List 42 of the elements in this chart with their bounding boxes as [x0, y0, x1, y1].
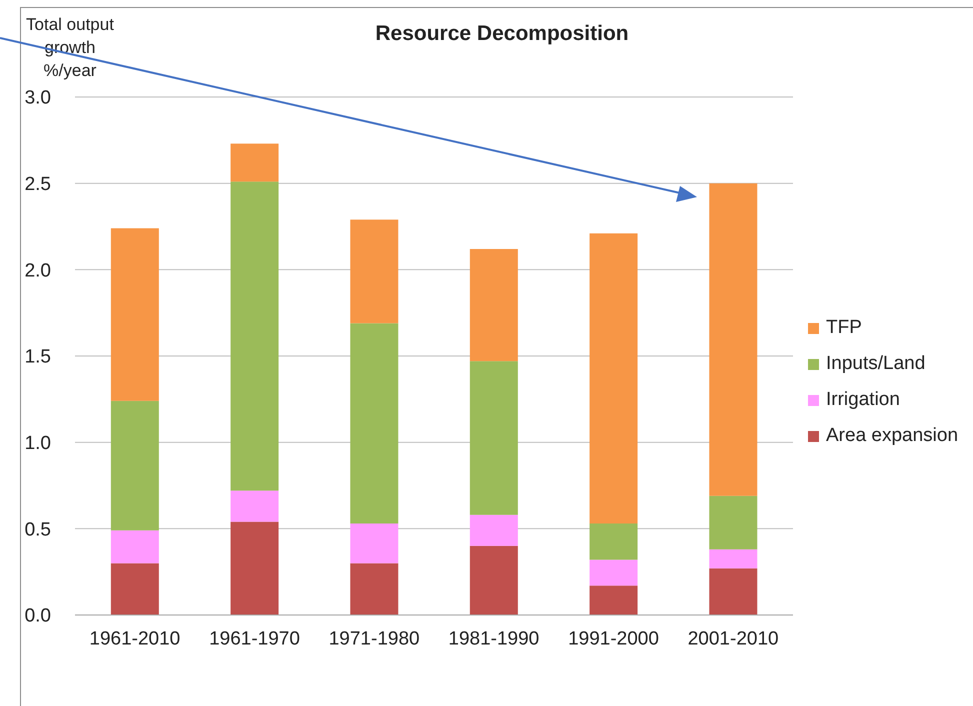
bar: [110, 563, 159, 615]
y-tick-label: 2.0: [24, 260, 51, 282]
bar: [230, 522, 279, 615]
x-tick-label: 2001-2010: [688, 628, 779, 650]
legend-label: Area expansion: [826, 425, 958, 446]
y-tick-label: 0.0: [24, 606, 51, 627]
bar: [590, 560, 638, 586]
legend-label: TFP: [826, 317, 862, 338]
bar: [470, 248, 518, 362]
bar: [110, 228, 159, 401]
bar: [590, 523, 638, 560]
bar: [470, 546, 518, 615]
bar: [590, 233, 638, 524]
bar: [709, 568, 758, 615]
legend-label: Inputs/Land: [826, 353, 926, 374]
bar: [590, 586, 638, 615]
bar: [709, 549, 758, 568]
bar: [230, 144, 279, 182]
y-tick-label: 1.0: [24, 433, 51, 454]
bar: [350, 563, 398, 615]
x-tick-label: 1961-1970: [209, 628, 300, 650]
y-tick-label: 3.0: [24, 88, 51, 109]
x-tick-label: 1961-2010: [89, 628, 180, 650]
bar: [709, 183, 758, 496]
legend-label: Irrigation: [826, 389, 900, 410]
bar: [350, 323, 398, 524]
x-tick-label: 1971-1980: [328, 628, 420, 650]
bar: [470, 514, 518, 546]
bar: [350, 523, 398, 564]
y-tick-label: 1.5: [24, 346, 51, 368]
x-tick-label: 1991-2000: [568, 628, 659, 650]
x-tick-label: 1981-1990: [448, 628, 540, 650]
bar: [350, 220, 398, 324]
bar: [230, 182, 279, 491]
bar: [470, 361, 518, 515]
bar: [709, 496, 758, 550]
bar: [110, 400, 159, 530]
y-tick-label: 0.5: [24, 519, 51, 540]
bar: [230, 490, 279, 522]
bar: [110, 530, 159, 564]
chart-title: Resource Decomposition: [375, 22, 629, 45]
y-tick-label: 2.5: [24, 174, 51, 196]
